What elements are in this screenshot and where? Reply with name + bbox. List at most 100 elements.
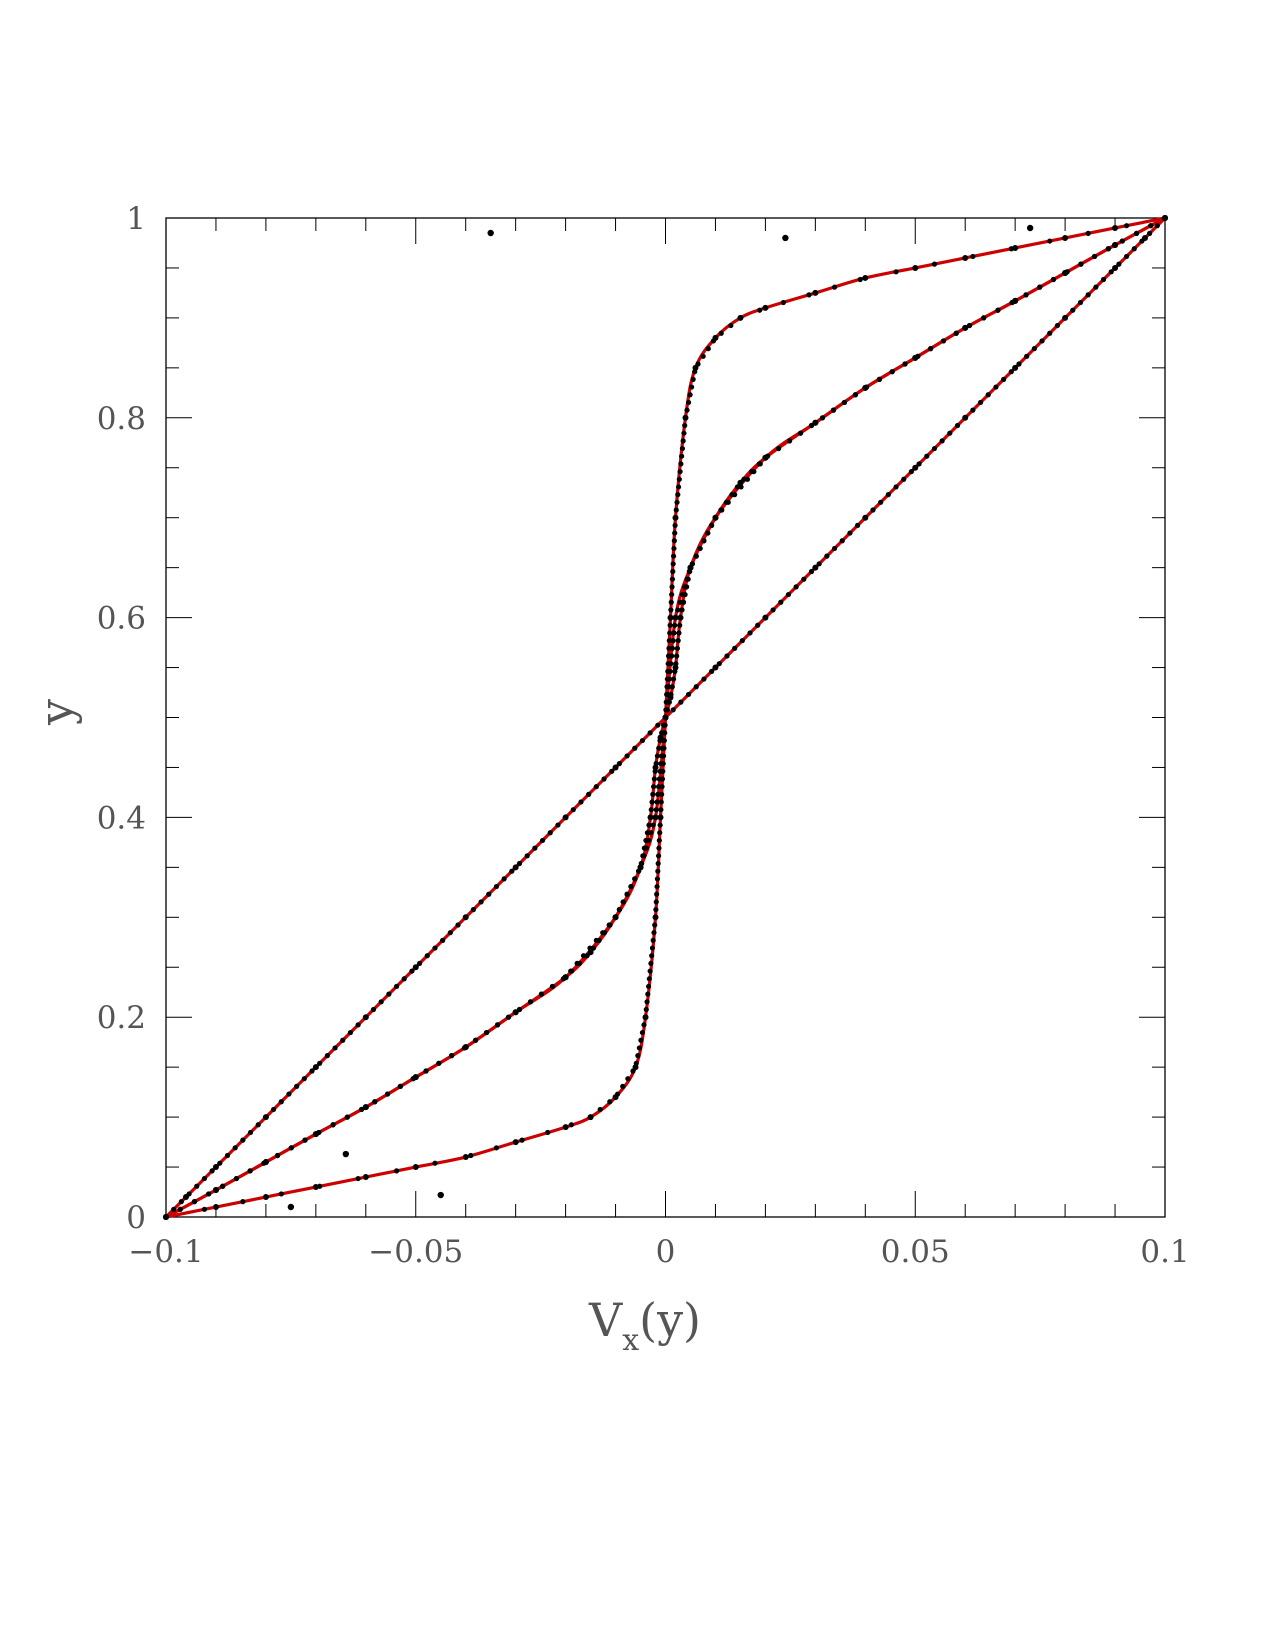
- data-point: [690, 376, 696, 382]
- points-layer: [163, 215, 1168, 1220]
- data-point: [201, 1175, 208, 1182]
- y-tick-label: 0.8: [97, 401, 146, 437]
- data-point: [642, 1014, 649, 1021]
- outlier-point: [342, 1150, 350, 1158]
- data-point: [657, 814, 664, 821]
- data-point: [455, 922, 461, 928]
- data-point: [206, 1191, 212, 1197]
- data-point: [1093, 284, 1099, 290]
- data-point: [635, 1053, 641, 1059]
- data-point: [693, 684, 699, 690]
- data-point: [664, 676, 671, 682]
- data-point: [624, 753, 630, 759]
- data-point: [578, 799, 584, 805]
- data-point: [652, 922, 658, 928]
- data-point: [656, 837, 662, 844]
- data-point: [412, 1164, 419, 1171]
- x-tick-label: −0.05: [368, 1234, 463, 1270]
- data-point: [587, 945, 593, 951]
- data-point: [636, 1045, 642, 1051]
- data-point: [472, 1037, 479, 1043]
- data-point: [785, 591, 792, 598]
- data-point: [679, 445, 686, 452]
- data-point: [620, 899, 626, 905]
- data-point: [641, 1022, 647, 1028]
- data-point: [666, 699, 672, 705]
- data-point: [893, 269, 899, 275]
- data-point: [645, 991, 651, 997]
- data-point: [666, 638, 672, 644]
- data-point: [678, 699, 684, 705]
- data-point: [570, 807, 576, 813]
- data-point: [670, 707, 676, 713]
- data-point: [679, 607, 685, 613]
- data-point: [737, 314, 744, 321]
- data-point: [648, 960, 654, 967]
- data-point: [665, 653, 672, 659]
- data-point: [651, 776, 657, 782]
- data-point: [644, 999, 650, 1005]
- data-point: [672, 514, 679, 521]
- data-point: [194, 1183, 200, 1189]
- data-point: [658, 799, 664, 805]
- data-point: [893, 484, 899, 490]
- data-point: [677, 614, 684, 621]
- data-point: [664, 691, 670, 698]
- data-point: [1123, 253, 1130, 260]
- data-point: [675, 638, 681, 644]
- outlier-point: [487, 229, 494, 237]
- data-point: [1031, 346, 1037, 352]
- data-point: [468, 1152, 474, 1159]
- data-point: [656, 845, 662, 851]
- data-point: [685, 691, 692, 698]
- data-point: [667, 694, 674, 701]
- data-point: [494, 1022, 501, 1028]
- data-point: [645, 983, 652, 990]
- data-point: [644, 830, 651, 836]
- data-point: [985, 392, 991, 398]
- data-point: [301, 1076, 307, 1082]
- data-point: [677, 468, 683, 475]
- data-point: [734, 484, 741, 490]
- data-point: [646, 976, 652, 982]
- data-point: [639, 737, 646, 744]
- data-point: [1085, 230, 1091, 236]
- data-point: [632, 876, 638, 882]
- data-point: [212, 1204, 219, 1211]
- data-point: [163, 1214, 169, 1220]
- data-point: [672, 622, 678, 628]
- data-point: [862, 274, 869, 281]
- data-point: [780, 299, 786, 306]
- data-point: [928, 346, 934, 352]
- data-point: [993, 384, 999, 390]
- data-point: [1078, 261, 1084, 267]
- data-point: [816, 561, 822, 567]
- data-point: [705, 530, 711, 536]
- data-point: [212, 1164, 219, 1171]
- data-point: [675, 492, 681, 498]
- data-point: [889, 369, 895, 375]
- data-point: [668, 599, 674, 605]
- data-point: [657, 822, 663, 828]
- data-point: [449, 1053, 455, 1059]
- data-point: [217, 1160, 223, 1166]
- data-point: [312, 1184, 319, 1191]
- data-point: [270, 1106, 277, 1113]
- data-point: [1077, 299, 1084, 306]
- data-point: [655, 853, 662, 859]
- data-point: [1037, 284, 1043, 290]
- data-point: [966, 322, 973, 329]
- data-point: [652, 764, 659, 771]
- data-point: [355, 1175, 361, 1182]
- data-point: [286, 1091, 292, 1097]
- data-point: [562, 814, 569, 821]
- data-point: [317, 1060, 323, 1066]
- data-point: [697, 545, 703, 552]
- data-point: [812, 289, 819, 296]
- data-point: [1112, 241, 1119, 248]
- data-point: [641, 845, 647, 851]
- data-point: [539, 837, 546, 844]
- data-point: [747, 630, 753, 636]
- data-point: [568, 1122, 574, 1128]
